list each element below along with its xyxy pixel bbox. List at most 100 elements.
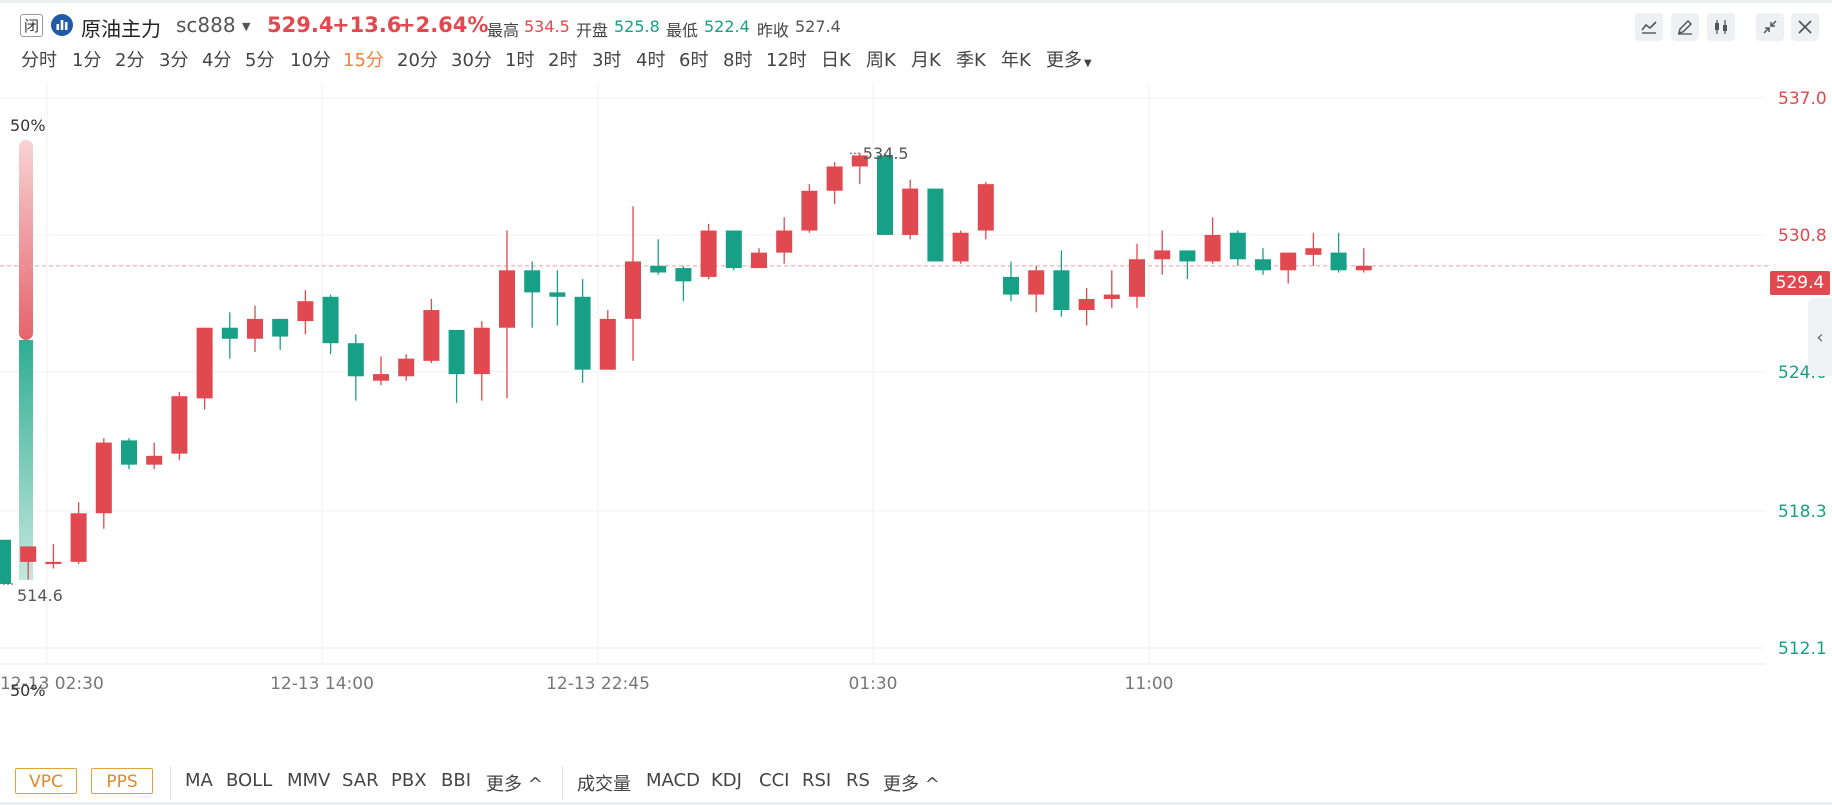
period-item[interactable]: 1分 [72, 50, 102, 71]
candle-body [826, 166, 843, 191]
period-item[interactable]: 周K [866, 50, 896, 71]
close-button[interactable] [1791, 13, 1819, 41]
candle-body [549, 292, 566, 297]
symbol-selector[interactable]: sc888 [176, 13, 236, 37]
candle-body [95, 442, 112, 514]
sub-indicator-item[interactable]: CCI [759, 770, 790, 791]
period-item[interactable]: 20分 [397, 50, 438, 71]
candle-body [70, 513, 87, 562]
candle-body [851, 155, 868, 167]
main-indicator-item[interactable]: MA [185, 770, 213, 791]
candle-body [927, 188, 944, 262]
period-item[interactable]: 12时 [766, 50, 807, 71]
candle-body [297, 301, 314, 322]
candle-body [423, 310, 440, 361]
bar-chart-circle-icon [51, 14, 73, 36]
candle-body [524, 270, 541, 293]
main-indicator-item[interactable]: SAR [342, 770, 379, 791]
period-item[interactable]: 3分 [159, 50, 189, 71]
candle-body [1204, 234, 1221, 262]
last-price: 529.4 [267, 13, 334, 37]
candle-body [473, 327, 490, 375]
side-panel-toggle[interactable]: ‹ [1808, 298, 1832, 376]
main-indicator-item[interactable]: BOLL [226, 770, 273, 791]
indicator-line-button[interactable] [1635, 13, 1663, 41]
period-item[interactable]: 分时 [21, 50, 57, 71]
period-item[interactable]: 5分 [245, 50, 275, 71]
period-item[interactable]: 2时 [548, 50, 578, 71]
x-tick-label: 12-13 22:45 [546, 674, 650, 694]
top-border [0, 0, 1832, 3]
period-item[interactable]: 1时 [505, 50, 535, 71]
period-item-active[interactable]: 15分 [343, 50, 384, 71]
sub-indicator-more[interactable]: 更多 ^ [883, 774, 940, 795]
period-item[interactable]: 6时 [679, 50, 709, 71]
max-marker-label: 534.5 [863, 144, 909, 163]
period-item[interactable]: 年K [1001, 50, 1031, 71]
y-tick-label: 518.3 [1778, 502, 1827, 522]
period-item[interactable]: 8时 [723, 50, 753, 71]
candle-body [146, 455, 163, 465]
candle-body [1280, 252, 1297, 271]
main-indicator-item[interactable]: PBX [391, 770, 427, 791]
x-tick-label: 12-13 14:00 [270, 674, 374, 694]
candle-body [20, 546, 37, 562]
indicator-vpc-toggle[interactable]: VPC [15, 768, 77, 794]
minimize-icon [1763, 20, 1777, 34]
y-tick-label: 512.1 [1778, 639, 1827, 659]
candle-body [347, 343, 364, 377]
vpc-top-label: 50% [10, 116, 46, 135]
period-item[interactable]: 3时 [592, 50, 622, 71]
period-item[interactable]: 30分 [451, 50, 492, 71]
divider [170, 766, 171, 800]
indicator-bar: VPC PPS MA BOLL MMV SAR PBX BBI 更多 ^ 成交量… [0, 760, 1832, 805]
candle-body [398, 358, 415, 377]
sub-indicator-item[interactable]: 成交量 [577, 774, 631, 795]
candle-body [322, 296, 339, 344]
open-label: 开盘 [576, 21, 609, 40]
min-marker-label: 514.6 [17, 586, 63, 605]
period-more[interactable]: 更多 ▼ [1046, 46, 1092, 72]
period-item[interactable]: 季K [956, 50, 986, 71]
sub-indicator-item[interactable]: KDJ [711, 770, 742, 791]
minimize-button[interactable] [1756, 13, 1784, 41]
main-indicator-more[interactable]: 更多 ^ [486, 774, 543, 795]
period-item[interactable]: 月K [911, 50, 941, 71]
market-status-badge: 闭 [20, 14, 43, 37]
candle-body [1255, 259, 1271, 271]
candle-body [902, 188, 919, 235]
period-more-label: 更多 [1046, 50, 1082, 71]
chevron-down-icon[interactable]: ▼ [242, 20, 251, 33]
chart-type-button[interactable] [1707, 13, 1735, 41]
main-indicator-item[interactable]: MMV [287, 770, 331, 791]
sub-indicator-item[interactable]: MACD [646, 770, 700, 791]
period-item[interactable]: 10分 [290, 50, 331, 71]
candle-body [121, 440, 137, 465]
candle-body [448, 329, 465, 375]
symbol-header: 闭 原油主力 sc888 ▼ 529.4 +13.6 +2.64% 最高 534… [0, 6, 1832, 41]
candle-body [574, 296, 591, 370]
period-item[interactable]: 4分 [202, 50, 232, 71]
candle-body [700, 230, 717, 277]
high-value: 534.5 [524, 17, 570, 36]
candle-body [45, 561, 62, 565]
candle-body [801, 190, 818, 231]
candle-body [1003, 276, 1019, 295]
indicator-pps-toggle[interactable]: PPS [91, 768, 153, 794]
sub-indicator-item[interactable]: RSI [802, 770, 832, 791]
sub-indicator-item[interactable]: RS [846, 770, 870, 791]
chevron-down-icon: ▼ [1084, 58, 1092, 69]
main-indicator-item[interactable]: BBI [441, 770, 472, 791]
indicator-line-icon [1641, 21, 1657, 34]
candle-body [725, 230, 742, 269]
period-item[interactable]: 2分 [115, 50, 145, 71]
period-item[interactable]: 日K [821, 50, 851, 71]
candle-body [1129, 259, 1145, 297]
period-item[interactable]: 4时 [636, 50, 666, 71]
price-change-pct: +2.64% [398, 13, 489, 37]
draw-button[interactable] [1671, 13, 1699, 41]
low-label: 最低 [666, 21, 699, 40]
candle-body [952, 232, 969, 262]
candle-body [221, 327, 238, 339]
